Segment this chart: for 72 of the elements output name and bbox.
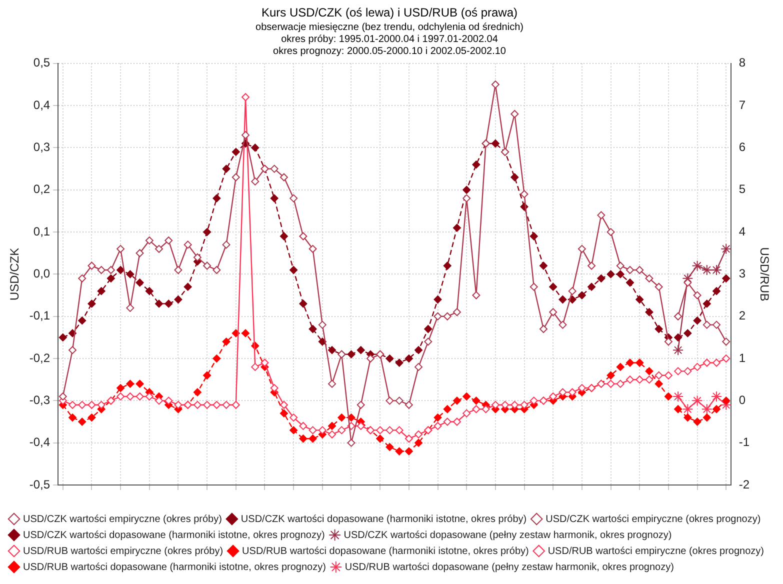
y-tick-label: -0,3 bbox=[29, 392, 50, 407]
point bbox=[674, 333, 682, 342]
text: okres prognozy: 2000.05-2000.10 i 2002.05-2002.10 bbox=[273, 46, 506, 58]
point bbox=[674, 367, 682, 376]
y2-tick-label: 7 bbox=[738, 98, 746, 112]
y-tick-label: -0,1 bbox=[29, 308, 50, 323]
point bbox=[693, 362, 702, 371]
chart-subtitle: obserwacje miesięczne (bez trendu, odchylenia od średnich) bbox=[256, 22, 524, 34]
legend-label: USD/RUB wartości dopasowane (harmoniki istotne, okres próby) bbox=[242, 546, 529, 557]
point bbox=[712, 287, 721, 296]
point bbox=[674, 405, 682, 414]
legend-label: USD/CZK wartości dopasowane (pełny zestaw harmonik, okres prognozy) bbox=[344, 530, 672, 541]
point bbox=[693, 418, 702, 426]
point bbox=[712, 358, 721, 367]
y2-axis-title: USD/RUB bbox=[757, 247, 772, 302]
y2-tick-label: 1 bbox=[738, 350, 746, 365]
y2-tick-label: 6 bbox=[738, 140, 746, 154]
point bbox=[692, 260, 703, 272]
point bbox=[722, 338, 730, 346]
point bbox=[684, 414, 692, 422]
legend-label: USD/CZK wartości dopasowane (harmoniki istotne, okres próby) bbox=[240, 514, 527, 525]
point bbox=[702, 414, 711, 422]
y-tick-label: -0,5 bbox=[29, 477, 50, 492]
y2-tick-label: -2 bbox=[738, 477, 750, 492]
legend-label: USD/RUB wartości empiryczne (okres próby) bbox=[23, 546, 224, 557]
y2-tick-label: 3 bbox=[738, 266, 746, 281]
point bbox=[711, 390, 722, 402]
point bbox=[693, 316, 702, 325]
y2-tick-label: 8 bbox=[738, 56, 746, 70]
point bbox=[701, 404, 712, 415]
point bbox=[672, 390, 684, 402]
point bbox=[722, 354, 730, 363]
point bbox=[712, 405, 721, 414]
chart-title: Kurs USD/CZK (oś lewa) i USD/RUB (oś prawa) bbox=[261, 6, 518, 20]
legend-label: USD/CZK wartości empiryczne (okres próby) bbox=[23, 514, 222, 525]
y-tick-label: -0,2 bbox=[29, 350, 50, 365]
point bbox=[684, 367, 692, 376]
point bbox=[693, 291, 702, 300]
point bbox=[672, 344, 684, 356]
y2-tick-label: 4 bbox=[738, 224, 746, 238]
point bbox=[684, 329, 692, 338]
y-tick-label: 0,0 bbox=[33, 266, 50, 281]
point bbox=[720, 243, 732, 254]
point bbox=[722, 274, 730, 282]
y-tick-label: 0,5 bbox=[33, 56, 50, 70]
point bbox=[702, 358, 711, 367]
y2-tick-label: 5 bbox=[738, 182, 746, 196]
legend-label: USD/RUB wartości empiryczne (okres prognozy) bbox=[548, 546, 764, 557]
text: okres próby: 1995.01-2000.04 i 1997.01-2002.04 bbox=[281, 34, 498, 46]
point bbox=[702, 320, 711, 329]
point bbox=[712, 320, 721, 329]
point bbox=[711, 264, 722, 276]
y-tick-label: 0,4 bbox=[33, 98, 50, 112]
y-axis-title: USD/CZK bbox=[8, 248, 22, 301]
point bbox=[702, 300, 711, 308]
y-tick-label: 0,3 bbox=[33, 140, 50, 154]
point bbox=[682, 404, 694, 415]
legend-label: USD/RUB wartości dopasowane (harmoniki istotne, okres prognozy) bbox=[23, 562, 326, 573]
point bbox=[684, 278, 692, 287]
point bbox=[692, 395, 703, 406]
y2-tick-label: 2 bbox=[738, 308, 746, 323]
y2-tick-label: 0 bbox=[738, 392, 746, 407]
y2-tick-label: -1 bbox=[738, 435, 750, 450]
point bbox=[674, 312, 682, 320]
point bbox=[722, 396, 730, 405]
y-tick-label: 0,1 bbox=[33, 224, 50, 238]
y-tick-label: 0,2 bbox=[33, 182, 50, 196]
legend-label: USD/RUB wartości dopasowane (pełny zestaw harmonik, okres prognozy) bbox=[344, 562, 674, 573]
point bbox=[701, 264, 712, 276]
y-tick-label: -0,4 bbox=[29, 435, 50, 450]
legend-label: USD/CZK wartości dopasowane (harmoniki istotne, okres prognozy) bbox=[23, 530, 325, 541]
legend-label: USD/CZK wartości empiryczne (okres prognozy) bbox=[546, 514, 761, 525]
